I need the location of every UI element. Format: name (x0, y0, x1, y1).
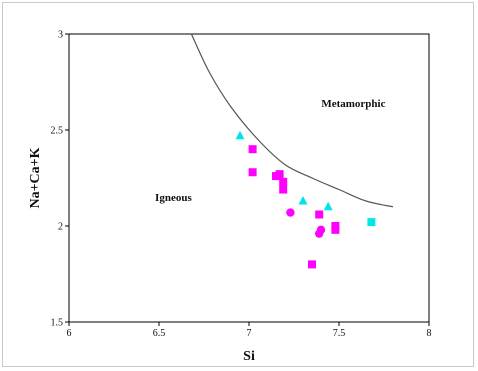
chart-frame: 6 6.5 7 7.5 8 1.5 2 2.5 3 Metamorphic Igneous Si … (2, 2, 474, 367)
x-tick-label: 6 (67, 328, 72, 339)
data-point-square (367, 218, 376, 227)
data-point-circle (286, 208, 295, 217)
plot-area (68, 33, 430, 323)
region-label: Metamorphic (321, 98, 385, 110)
data-point-square (279, 177, 288, 186)
data-point-square (315, 210, 324, 219)
data-point-square (279, 185, 288, 194)
tick-labels: 6 6.5 7 7.5 8 1.5 2 2.5 3 (51, 30, 432, 340)
region-labels: Metamorphic Igneous (155, 98, 386, 204)
x-tick-label: 6.5 (153, 328, 166, 339)
x-tick-label: 8 (427, 328, 432, 339)
y-tick-label: 2.5 (51, 126, 64, 137)
boundary-curve (190, 33, 394, 208)
axis-ticks (65, 33, 430, 326)
data-point-triangle (323, 201, 333, 211)
y-tick-label: 3 (58, 30, 63, 41)
data-point-circle (316, 225, 326, 235)
data-point-square (308, 260, 316, 269)
y-tick-label: 2 (58, 222, 63, 233)
x-tick-label: 7.5 (333, 328, 346, 339)
data-point-triangle (298, 196, 308, 205)
data-point-square (248, 145, 257, 154)
y-tick-label: 1.5 (51, 318, 64, 329)
data-point-square (248, 168, 257, 177)
data-point-square (331, 225, 340, 234)
x-tick-label: 7 (247, 328, 252, 339)
data-point-square (275, 170, 284, 179)
y-axis-title: Na+Ca+K (28, 147, 43, 208)
data-points (235, 130, 376, 269)
data-point-triangle (235, 130, 245, 140)
x-axis-title: Si (243, 349, 255, 364)
region-label: Igneous (155, 192, 192, 204)
